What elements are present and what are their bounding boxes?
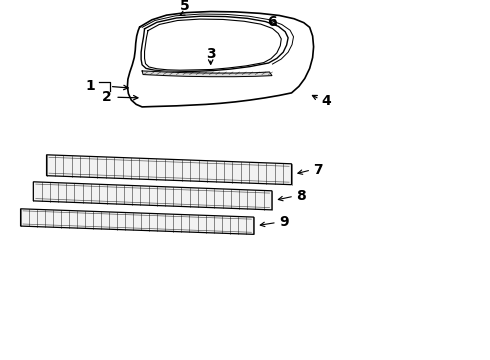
Polygon shape: [142, 71, 272, 77]
Polygon shape: [47, 155, 292, 185]
Text: 6: 6: [267, 15, 277, 28]
Text: 8: 8: [296, 189, 306, 203]
Text: 1: 1: [86, 80, 96, 93]
Text: 5: 5: [180, 0, 190, 13]
Polygon shape: [21, 209, 254, 234]
Text: 7: 7: [314, 163, 323, 177]
Polygon shape: [33, 182, 272, 210]
Text: 9: 9: [279, 216, 289, 229]
Text: 3: 3: [206, 47, 216, 61]
Text: 2: 2: [101, 90, 111, 104]
Text: 4: 4: [321, 94, 331, 108]
